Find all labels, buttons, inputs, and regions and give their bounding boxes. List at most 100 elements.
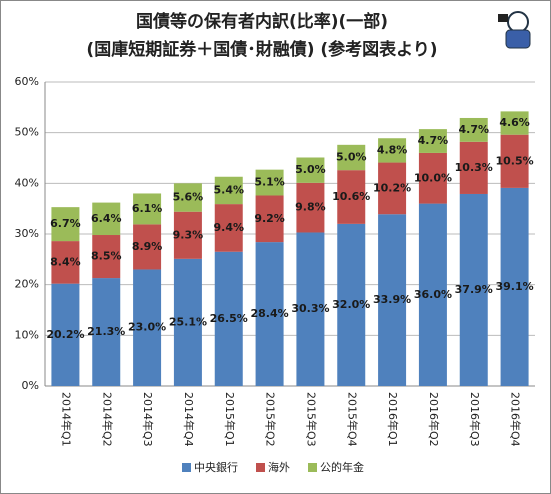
y-tick-label: 50% xyxy=(15,126,39,139)
bar-segment xyxy=(296,182,325,233)
data-label: 5.0% xyxy=(295,163,326,176)
bar-segment xyxy=(459,193,488,386)
legend-swatch xyxy=(182,463,191,472)
y-tick-label: 10% xyxy=(15,328,39,341)
data-label: 30.3% xyxy=(291,302,329,315)
bar-segment xyxy=(214,204,243,252)
data-label: 5.1% xyxy=(254,176,285,189)
data-label: 8.9% xyxy=(132,240,163,253)
chart-subtitle: (国庫短期証券＋国債･財融債) (参考図表より) xyxy=(86,39,437,60)
bar-segment xyxy=(133,224,162,270)
data-label: 5.0% xyxy=(336,150,367,163)
bar-segment xyxy=(378,162,407,215)
y-tick-label: 60% xyxy=(15,75,39,88)
data-label: 25.1% xyxy=(169,315,207,328)
mascot-icon xyxy=(498,11,531,49)
legend-label: 中央銀行 xyxy=(194,460,238,474)
data-label: 10.3% xyxy=(455,161,493,174)
x-tick-label: 2015年Q4 xyxy=(345,392,359,447)
bar-segment xyxy=(92,235,121,279)
y-tick-label: 40% xyxy=(15,176,39,189)
legend-label: 公的年金 xyxy=(320,460,364,474)
bar-segment xyxy=(173,211,202,259)
data-label: 33.9% xyxy=(373,293,411,306)
bar-segment xyxy=(51,283,80,386)
x-tick-label: 2016年Q1 xyxy=(386,392,400,447)
bar-segment xyxy=(378,138,407,163)
data-label: 6.4% xyxy=(91,212,122,225)
bar-segment xyxy=(418,129,447,153)
bar-segment xyxy=(337,223,366,386)
data-label: 23.0% xyxy=(128,321,166,334)
bar-segment xyxy=(337,144,366,171)
bar-segment xyxy=(92,202,121,236)
x-tick-label: 2016年Q3 xyxy=(468,392,482,447)
data-label: 10.0% xyxy=(414,171,452,184)
bar-segment xyxy=(173,258,202,386)
legend-swatch xyxy=(308,463,317,472)
bar-segment xyxy=(214,176,243,205)
bar-segment xyxy=(500,187,529,386)
data-label: 9.2% xyxy=(254,212,285,225)
bar-segment xyxy=(500,134,529,188)
bar-segment xyxy=(459,141,488,194)
data-label: 20.2% xyxy=(46,328,84,341)
bar-segment xyxy=(51,241,80,284)
chart-title: 国債等の保有者内訳(比率)(一部) xyxy=(136,11,388,32)
x-tick-label: 2016年Q2 xyxy=(427,392,441,447)
data-label: 9.4% xyxy=(213,221,244,234)
bar-segment xyxy=(214,251,243,386)
data-label: 6.7% xyxy=(50,217,81,230)
data-label: 37.9% xyxy=(455,283,493,296)
bar-segment xyxy=(255,169,284,196)
data-label: 39.1% xyxy=(495,280,533,293)
data-label: 26.5% xyxy=(210,312,248,325)
legend-label: 海外 xyxy=(268,460,290,474)
data-label: 21.3% xyxy=(87,325,125,338)
bar-segment xyxy=(296,232,325,386)
data-label: 4.6% xyxy=(499,116,530,129)
data-label: 10.5% xyxy=(495,154,533,167)
x-tick-label: 2015年Q3 xyxy=(304,392,318,447)
bar-segment xyxy=(133,269,162,386)
y-tick-label: 0% xyxy=(22,379,39,392)
bar-segment xyxy=(255,242,284,386)
x-tick-label: 2015年Q1 xyxy=(223,392,237,447)
bar-segment xyxy=(378,214,407,386)
data-label: 4.7% xyxy=(458,123,489,136)
x-tick-label: 2014年Q1 xyxy=(59,392,73,447)
data-label: 36.0% xyxy=(414,288,452,301)
data-label: 8.5% xyxy=(91,250,122,263)
data-label: 10.2% xyxy=(373,181,411,194)
data-label: 5.4% xyxy=(213,183,244,196)
data-label: 5.6% xyxy=(173,191,204,204)
data-label: 28.4% xyxy=(250,307,288,320)
bar-segment xyxy=(337,170,366,224)
x-tick-label: 2016年Q4 xyxy=(509,392,523,447)
data-label: 4.8% xyxy=(377,143,408,156)
bar-segment xyxy=(418,203,447,386)
data-label: 9.8% xyxy=(295,201,326,214)
data-label: 4.7% xyxy=(418,134,449,147)
bar-segment xyxy=(459,117,488,142)
data-label: 10.6% xyxy=(332,190,370,203)
bar-segment xyxy=(133,193,162,225)
x-tick-label: 2014年Q3 xyxy=(141,392,155,447)
legend-swatch xyxy=(256,463,265,472)
data-label: 9.3% xyxy=(173,228,204,241)
x-tick-label: 2014年Q4 xyxy=(182,392,196,447)
y-tick-label: 20% xyxy=(15,278,39,291)
bar-segment xyxy=(92,278,121,386)
data-label: 8.4% xyxy=(50,255,81,268)
bar-segment xyxy=(51,207,80,242)
bar-segment xyxy=(173,183,202,212)
x-tick-label: 2014年Q2 xyxy=(100,392,114,447)
bar-segment xyxy=(255,195,284,243)
data-label: 32.0% xyxy=(332,298,370,311)
bar-segment xyxy=(418,152,447,204)
bar-segment xyxy=(296,157,325,183)
y-tick-label: 30% xyxy=(15,227,39,240)
x-tick-label: 2015年Q2 xyxy=(264,392,278,447)
bar-segment xyxy=(500,111,529,135)
